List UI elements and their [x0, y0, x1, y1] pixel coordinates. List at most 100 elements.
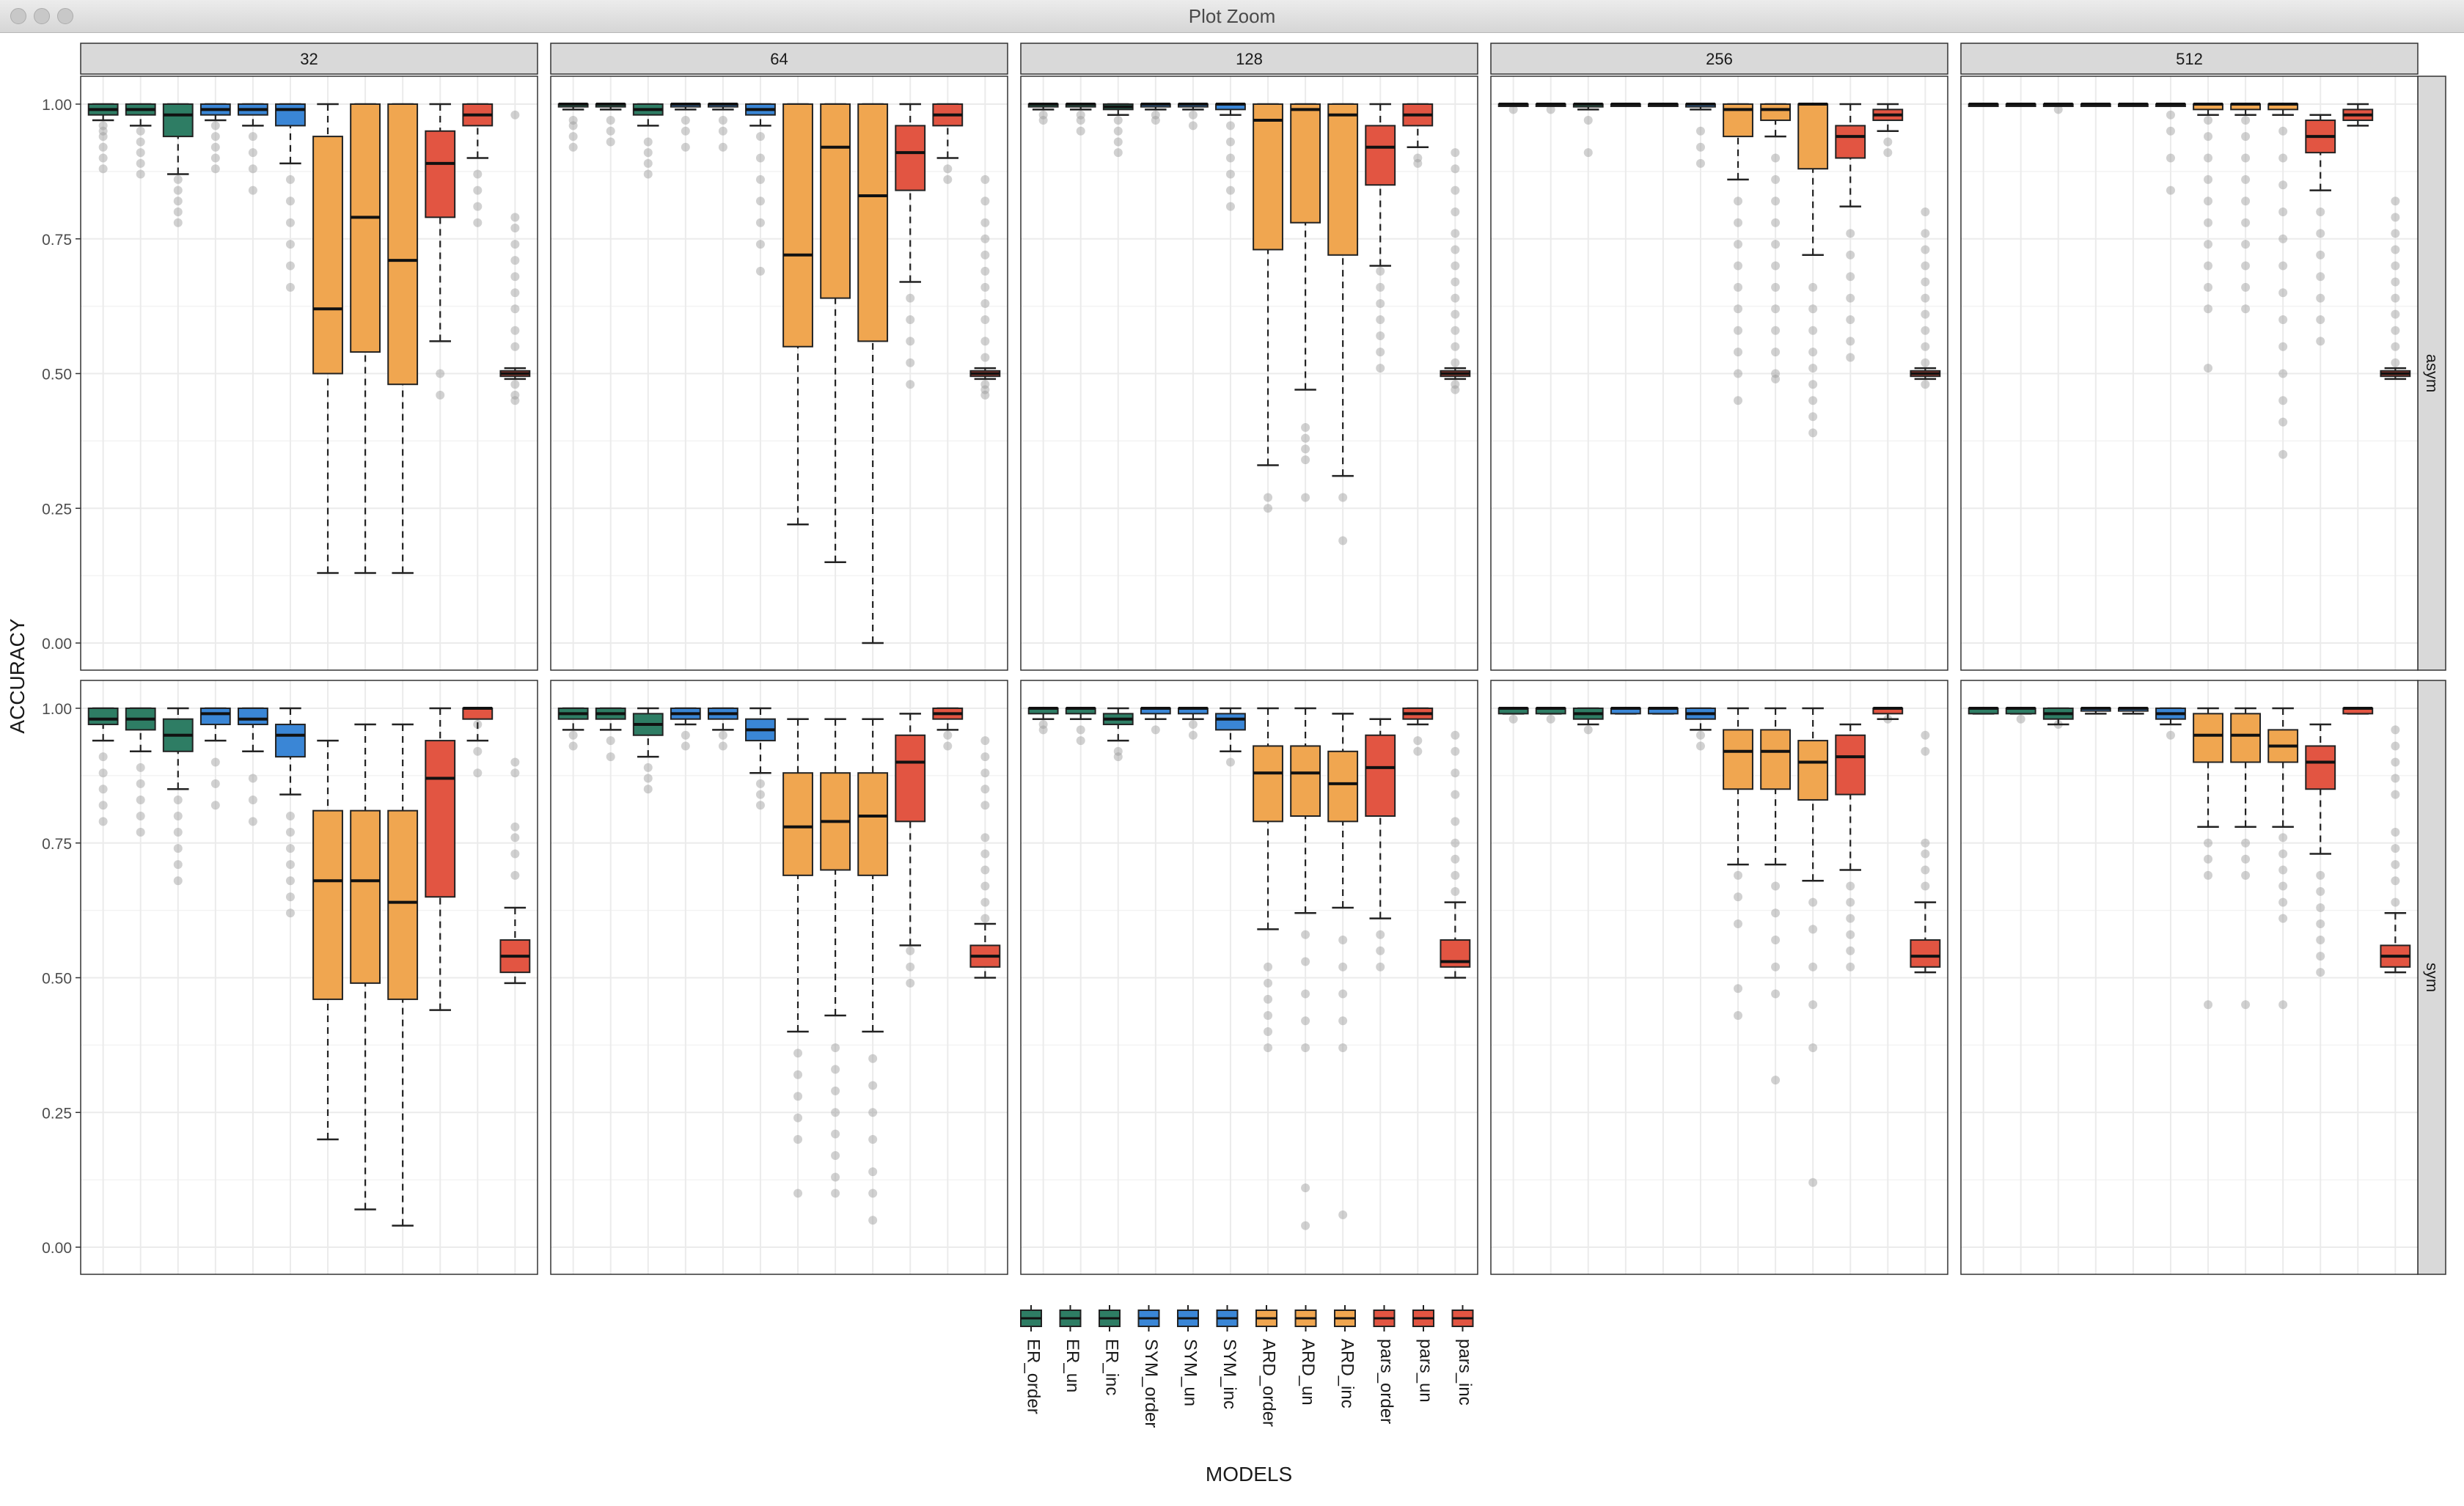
outlier-point: [510, 342, 520, 351]
box-SYM_inc: [1215, 707, 1246, 767]
outlier-point: [136, 158, 145, 168]
box-body: [895, 734, 926, 823]
outlier-point: [568, 116, 578, 125]
outlier-point: [906, 358, 915, 367]
box-body: [275, 724, 306, 758]
outlier-point: [1846, 315, 1855, 324]
outlier-point: [868, 1189, 878, 1198]
outlier-point: [568, 121, 578, 131]
outlier-point: [2316, 272, 2325, 282]
y-tick-label: 0.25: [42, 1105, 72, 1122]
panel-border: [1960, 76, 2419, 671]
box-ARD_un: [1290, 103, 1321, 502]
box-ARD_un: [1760, 707, 1792, 1085]
outlier-point: [1771, 218, 1781, 227]
box-pars_un: [462, 707, 494, 778]
outlier-point: [1451, 817, 1460, 826]
outlier-point: [793, 1135, 803, 1144]
outlier-point: [1921, 380, 1930, 389]
outlier-point: [1376, 364, 1385, 373]
outlier-point: [980, 801, 990, 810]
y-tick-label: 0.00: [42, 636, 72, 653]
outlier-point: [1921, 746, 1930, 756]
close-window-button[interactable]: [10, 8, 26, 24]
outlier-point: [2278, 369, 2288, 378]
outlier-point: [1771, 881, 1781, 891]
box-body: [350, 809, 381, 984]
box-ARD_inc: [1797, 103, 1829, 438]
outlier-point: [2316, 229, 2325, 238]
outlier-point: [681, 730, 690, 740]
box-body: [895, 125, 926, 191]
minimize-window-button[interactable]: [34, 8, 50, 24]
outlier-point: [1225, 169, 1235, 179]
outlier-point: [1338, 1016, 1348, 1026]
box-SYM_inc: [1685, 103, 1716, 168]
outlier-point: [831, 1151, 840, 1161]
outlier-point: [1338, 936, 1348, 945]
outlier-point: [1771, 936, 1781, 945]
outlier-point: [2316, 903, 2325, 912]
outlier-point: [793, 1092, 803, 1101]
outlier-point: [2204, 870, 2213, 880]
outlier-point: [2391, 213, 2400, 222]
box-ARD_un: [820, 718, 851, 1198]
box-ARD_un: [350, 103, 381, 574]
outlier-point: [2316, 293, 2325, 303]
box-ER_order: [1968, 103, 1999, 107]
outlier-point: [473, 169, 483, 179]
outlier-point: [868, 1167, 878, 1177]
outlier-point: [1808, 364, 1818, 373]
outlier-point: [1921, 865, 1930, 875]
box-SYM_order: [2080, 707, 2111, 715]
outlier-point: [510, 224, 520, 233]
outlier-point: [1413, 746, 1423, 756]
outlier-point: [1808, 380, 1818, 389]
box-pars_order: [2305, 723, 2336, 977]
outlier-point: [2316, 207, 2325, 216]
outlier-point: [98, 785, 108, 794]
outlier-point: [1734, 261, 1743, 271]
outlier-point: [718, 730, 727, 740]
outlier-point: [1225, 186, 1235, 195]
outlier-point: [2391, 293, 2400, 303]
outlier-point: [2166, 153, 2175, 163]
outlier-point: [1451, 730, 1460, 740]
outlier-point: [1771, 304, 1781, 314]
outlier-point: [1188, 110, 1198, 120]
zoom-window-button[interactable]: [57, 8, 73, 24]
outlier-point: [980, 196, 990, 206]
box-SYM_un: [707, 103, 738, 152]
outlier-point: [1151, 725, 1160, 735]
box-SYM_order: [2080, 103, 2111, 107]
box-body: [312, 136, 343, 375]
outlier-point: [2316, 886, 2325, 896]
outlier-point: [2391, 774, 2400, 783]
box-ER_inc: [632, 707, 664, 794]
column-strip-label: 64: [770, 50, 788, 68]
outlier-point: [643, 763, 653, 772]
outlier-point: [755, 240, 765, 249]
outlier-point: [868, 1108, 878, 1117]
box-ER_order: [1497, 103, 1529, 114]
outlier-point: [1338, 1210, 1348, 1219]
box-body: [350, 103, 381, 353]
box-SYM_order: [1610, 707, 1641, 715]
outlier-point: [1508, 105, 1518, 114]
outlier-point: [285, 860, 295, 870]
box-ARD_inc: [857, 718, 889, 1225]
outlier-point: [1451, 326, 1460, 335]
box-ER_order: [1497, 707, 1529, 724]
box-body: [1327, 103, 1359, 256]
outlier-point: [2316, 337, 2325, 346]
outlier-point: [1583, 725, 1593, 735]
outlier-point: [173, 186, 183, 195]
outlier-point: [1771, 962, 1781, 971]
outlier-point: [285, 828, 295, 837]
legend-label: ER_un: [1063, 1339, 1082, 1392]
outlier-point: [643, 785, 653, 794]
outlier-point: [1734, 892, 1743, 902]
box-pars_un: [932, 707, 964, 751]
legend-label: ER_order: [1024, 1339, 1044, 1414]
outlier-point: [1583, 148, 1593, 158]
